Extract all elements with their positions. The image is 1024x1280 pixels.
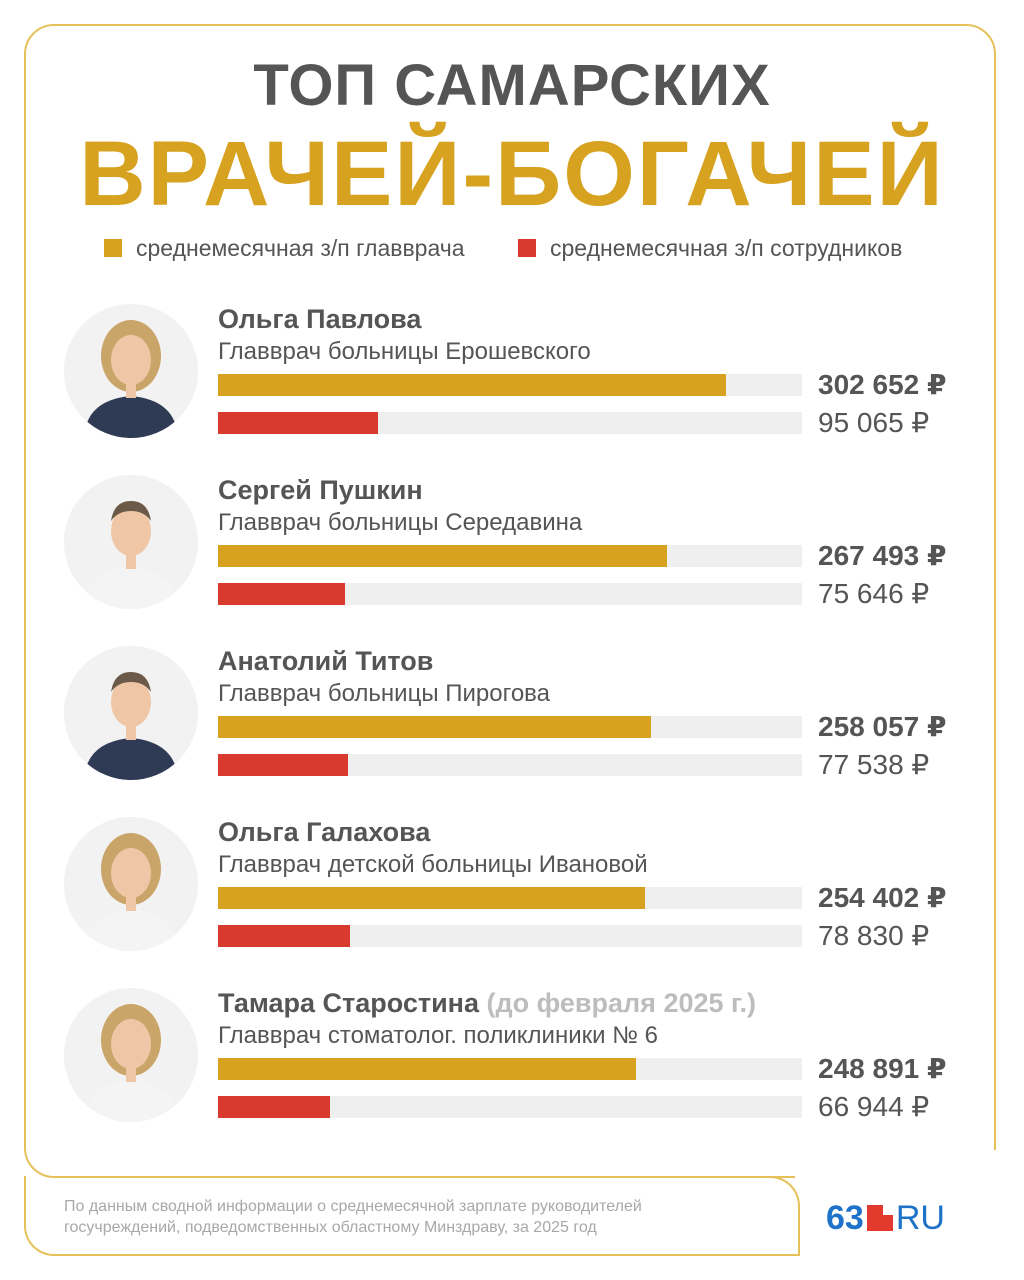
card-frame-bottom bbox=[24, 1176, 798, 1256]
bar-track-staff bbox=[218, 583, 802, 605]
card-frame bbox=[24, 24, 996, 1178]
bar-staff-salary bbox=[218, 583, 345, 605]
bar-head-salary bbox=[218, 887, 645, 909]
woman-portrait-icon bbox=[64, 304, 198, 438]
bar-head-salary bbox=[218, 1058, 636, 1080]
bar-staff-salary bbox=[218, 1096, 330, 1118]
doctor-name-text: Анатолий Титов bbox=[218, 646, 434, 676]
legend-item-head: среднемесячная з/п главврача bbox=[104, 232, 465, 264]
legend-label-staff: среднемесячная з/п сотрудников bbox=[550, 234, 903, 261]
doctor-role: Главврач больницы Середавина bbox=[218, 509, 583, 536]
doctor-name: Анатолий Титов bbox=[218, 646, 433, 677]
site-logo[interactable]: 63 RU bbox=[826, 1198, 945, 1238]
doctor-role: Главврач детской больницы Ивановой bbox=[218, 851, 648, 878]
bar-track-staff bbox=[218, 754, 802, 776]
doctor-name: Тамара Старостина (до февраля 2025 г.) bbox=[218, 988, 756, 1019]
bar-track-head bbox=[218, 374, 802, 396]
doctor-name-note: (до февраля 2025 г.) bbox=[479, 988, 757, 1018]
bar-head-salary bbox=[218, 716, 651, 738]
value-staff-salary: 66 944 ₽ bbox=[818, 1091, 930, 1122]
source-note: По данным сводной информации о среднемес… bbox=[64, 1196, 764, 1238]
bar-track-staff bbox=[218, 1096, 802, 1118]
bar-track-head bbox=[218, 716, 802, 738]
doctor-role: Главврач больницы Пирогова bbox=[218, 680, 550, 707]
legend-swatch-staff bbox=[518, 239, 536, 257]
legend-item-staff: среднемесячная з/п сотрудников bbox=[518, 232, 902, 264]
woman-portrait-icon bbox=[64, 817, 198, 951]
bar-track-staff bbox=[218, 412, 802, 434]
doctor-name-text: Сергей Пушкин bbox=[218, 475, 423, 505]
value-staff-salary: 95 065 ₽ bbox=[818, 407, 930, 438]
value-head-salary: 302 652 ₽ bbox=[818, 369, 947, 400]
bar-staff-salary bbox=[218, 754, 348, 776]
source-note-line-1: По данным сводной информации о среднемес… bbox=[64, 1198, 642, 1215]
value-staff-salary: 77 538 ₽ bbox=[818, 749, 930, 780]
doctor-name: Ольга Галахова bbox=[218, 817, 430, 848]
logo-square-icon bbox=[866, 1205, 893, 1231]
doctor-entry: Тамара Старостина (до февраля 2025 г.) Гл… bbox=[0, 988, 1024, 1138]
value-head-salary: 254 402 ₽ bbox=[818, 882, 947, 913]
value-head-salary: 267 493 ₽ bbox=[818, 540, 947, 571]
doctor-name-text: Ольга Павлова bbox=[218, 304, 422, 334]
doctor-entry: Ольга Галахова Главврач детской больницы … bbox=[0, 817, 1024, 967]
value-head-salary: 258 057 ₽ bbox=[818, 711, 947, 742]
value-staff-salary: 78 830 ₽ bbox=[818, 920, 930, 951]
woman-portrait-icon bbox=[64, 988, 198, 1122]
bar-track-head bbox=[218, 545, 802, 567]
doctor-role: Главврач стоматолог. поликлиники № 6 bbox=[218, 1022, 658, 1049]
doctor-name-text: Ольга Галахова bbox=[218, 817, 431, 847]
title-line-1: ТОП САМАРСКИХ bbox=[253, 53, 771, 118]
doctor-entry: Ольга Павлова Главврач больницы Ерошевско… bbox=[0, 304, 1024, 454]
frame-cover bbox=[795, 1150, 998, 1180]
doctor-name: Сергей Пушкин bbox=[218, 475, 423, 506]
bar-head-salary bbox=[218, 374, 726, 396]
bar-staff-salary bbox=[218, 925, 350, 947]
logo-suffix: RU bbox=[895, 1198, 945, 1237]
value-staff-salary: 75 646 ₽ bbox=[818, 578, 930, 609]
bar-track-staff bbox=[218, 925, 802, 947]
doctor-entry: Анатолий Титов Главврач больницы Пирогова… bbox=[0, 646, 1024, 796]
value-head-salary: 248 891 ₽ bbox=[818, 1053, 947, 1084]
logo-number: 63 bbox=[826, 1198, 864, 1237]
doctor-entry: Сергей Пушкин Главврач больницы Середавин… bbox=[0, 475, 1024, 625]
bar-track-head bbox=[218, 1058, 802, 1080]
doctor-name-text: Тамара Старостина bbox=[218, 988, 480, 1018]
title-line-2: ВРАЧЕЙ-БОГАЧЕЙ bbox=[79, 123, 945, 225]
bar-head-salary bbox=[218, 545, 667, 567]
bar-track-head bbox=[218, 887, 802, 909]
man-portrait-icon bbox=[64, 646, 198, 780]
man-portrait-icon bbox=[64, 475, 198, 609]
doctor-name: Ольга Павлова bbox=[218, 304, 421, 335]
legend-swatch-head bbox=[104, 239, 122, 257]
source-note-line-2: госучреждений, подведомственных областно… bbox=[64, 1219, 597, 1236]
legend-label-head: среднемесячная з/п главврача bbox=[136, 234, 465, 261]
doctor-role: Главврач больницы Ерошевского bbox=[218, 338, 591, 365]
bar-staff-salary bbox=[218, 412, 378, 434]
